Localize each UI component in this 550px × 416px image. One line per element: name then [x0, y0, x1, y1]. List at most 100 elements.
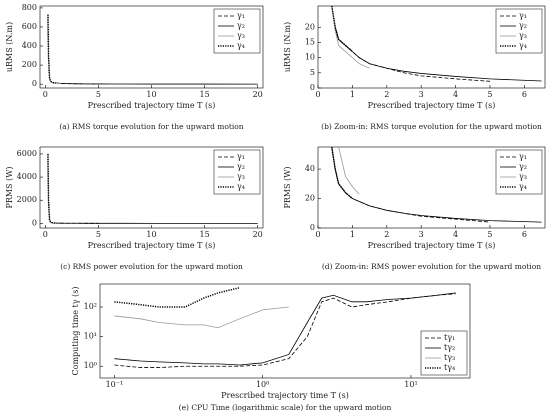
x-axis-label: Prescribed trajectory time T (s) [88, 101, 216, 110]
x-tick-label: 4 [453, 230, 458, 239]
legend-label: γ₁ [519, 152, 527, 161]
plot-frame [317, 5, 546, 89]
y-tick-label: 200 [22, 60, 37, 69]
x-tick-label: 10 [146, 90, 156, 99]
series-line [47, 14, 99, 85]
legend-label: tγ₂ [444, 343, 455, 352]
series-line [47, 153, 56, 224]
x-tick-label: 6 [522, 230, 527, 239]
series-line [331, 147, 491, 223]
y-tick-label: 10¹ [84, 332, 97, 341]
y-tick-label: 0 [310, 83, 315, 92]
legend-label: γ₄ [237, 41, 245, 50]
x-tick-label: 0 [43, 230, 48, 239]
y-tick-label: 400 [22, 41, 37, 50]
legend-label: tγ₃ [444, 353, 455, 362]
legend-label: γ₂ [237, 21, 245, 30]
series-line [331, 6, 370, 69]
series-line [114, 292, 456, 366]
legend-label: γ₂ [519, 162, 527, 171]
series-line [331, 6, 490, 82]
series-line [47, 153, 99, 224]
legend-label: γ₃ [519, 172, 527, 181]
y-tick-label: 2000 [17, 195, 37, 204]
legend-label: γ₄ [519, 41, 527, 50]
legend-label: γ₄ [519, 182, 527, 191]
y-axis-label: PRMS (W) [283, 166, 292, 208]
y-tick-label: 10² [84, 302, 97, 311]
y-tick-label: 0 [310, 223, 315, 232]
x-tick-label: 0 [315, 230, 320, 239]
x-tick-label: 10⁰ [256, 380, 269, 389]
x-tick-label: 1 [350, 230, 355, 239]
caption: (c) RMS power evolution for the upward m… [60, 262, 243, 271]
series-line [338, 147, 360, 195]
legend-label: γ₁ [237, 152, 245, 161]
y-tick-label: 600 [22, 22, 37, 31]
y-tick-label: 40 [305, 164, 315, 173]
y-axis-label: uRMS (N.m) [5, 22, 14, 72]
x-tick-label: 20 [253, 90, 263, 99]
y-tick-label: 10 [305, 53, 315, 62]
y-axis-label: PRMS (W) [5, 166, 14, 208]
x-tick-label: 15 [200, 90, 210, 99]
series-line [331, 147, 542, 223]
x-tick-label: 3 [419, 230, 424, 239]
series-line [114, 286, 240, 308]
series-line [331, 147, 353, 200]
plot-frame [317, 146, 546, 229]
x-tick-label: 4 [453, 90, 458, 99]
x-tick-label: 20 [253, 230, 263, 239]
x-axis-label: Prescribed trajectory time T (s) [88, 241, 216, 250]
x-tick-label: 0 [315, 90, 320, 99]
legend-label: γ₁ [519, 11, 527, 20]
x-tick-label: 5 [96, 230, 101, 239]
x-tick-label: 1 [350, 90, 355, 99]
legend-label: γ₂ [519, 21, 527, 30]
caption: (b) Zoom-in: RMS torque evolution for th… [321, 122, 542, 131]
x-tick-label: 10⁻¹ [106, 380, 124, 389]
x-tick-label: 2 [384, 90, 389, 99]
legend-label: γ₁ [237, 11, 245, 20]
x-tick-label: 2 [384, 230, 389, 239]
y-tick-label: 0 [32, 79, 37, 88]
legend-label: γ₃ [237, 172, 245, 181]
legend-label: γ₃ [237, 31, 245, 40]
y-tick-label: 800 [22, 3, 37, 12]
y-tick-label: 20 [305, 194, 315, 203]
series-line [47, 153, 56, 224]
y-tick-label: 0 [32, 218, 37, 227]
x-tick-label: 5 [487, 230, 492, 239]
series-line [331, 6, 353, 53]
x-tick-label: 10¹ [404, 380, 417, 389]
series-line [114, 306, 289, 329]
x-axis-label: Prescribed trajectory time T (s) [221, 391, 349, 400]
plot-frame [99, 283, 471, 379]
x-tick-label: 6 [522, 90, 527, 99]
legend-label: tγ₄ [444, 363, 455, 372]
legend-label: γ₂ [237, 162, 245, 171]
y-axis-label: Computing time tγ (s) [71, 287, 80, 376]
caption: (d) Zoom-in: RMS power evolution for the… [322, 262, 541, 271]
x-tick-label: 15 [200, 230, 210, 239]
y-axis-label: uRMS (N.m) [283, 22, 292, 72]
y-tick-label: 4000 [17, 172, 37, 181]
x-tick-label: 5 [487, 90, 492, 99]
x-tick-label: 3 [419, 90, 424, 99]
legend-label: γ₃ [519, 31, 527, 40]
y-tick-label: 6000 [17, 149, 37, 158]
y-tick-label: 15 [305, 37, 315, 46]
x-tick-label: 10 [146, 230, 156, 239]
x-tick-label: 5 [96, 90, 101, 99]
y-tick-label: 20 [305, 22, 315, 31]
y-tick-label: 10⁰ [84, 361, 97, 370]
series-line [47, 14, 57, 84]
y-tick-label: 5 [310, 68, 315, 77]
legend-label: tγ₁ [444, 333, 455, 342]
x-axis-label: Prescribed trajectory time T (s) [368, 241, 496, 250]
legend-label: γ₄ [237, 182, 245, 191]
x-axis-label: Prescribed trajectory time T (s) [368, 101, 496, 110]
caption: (e) CPU Time (logarithmic scale) for the… [179, 403, 392, 412]
x-tick-label: 0 [43, 90, 48, 99]
